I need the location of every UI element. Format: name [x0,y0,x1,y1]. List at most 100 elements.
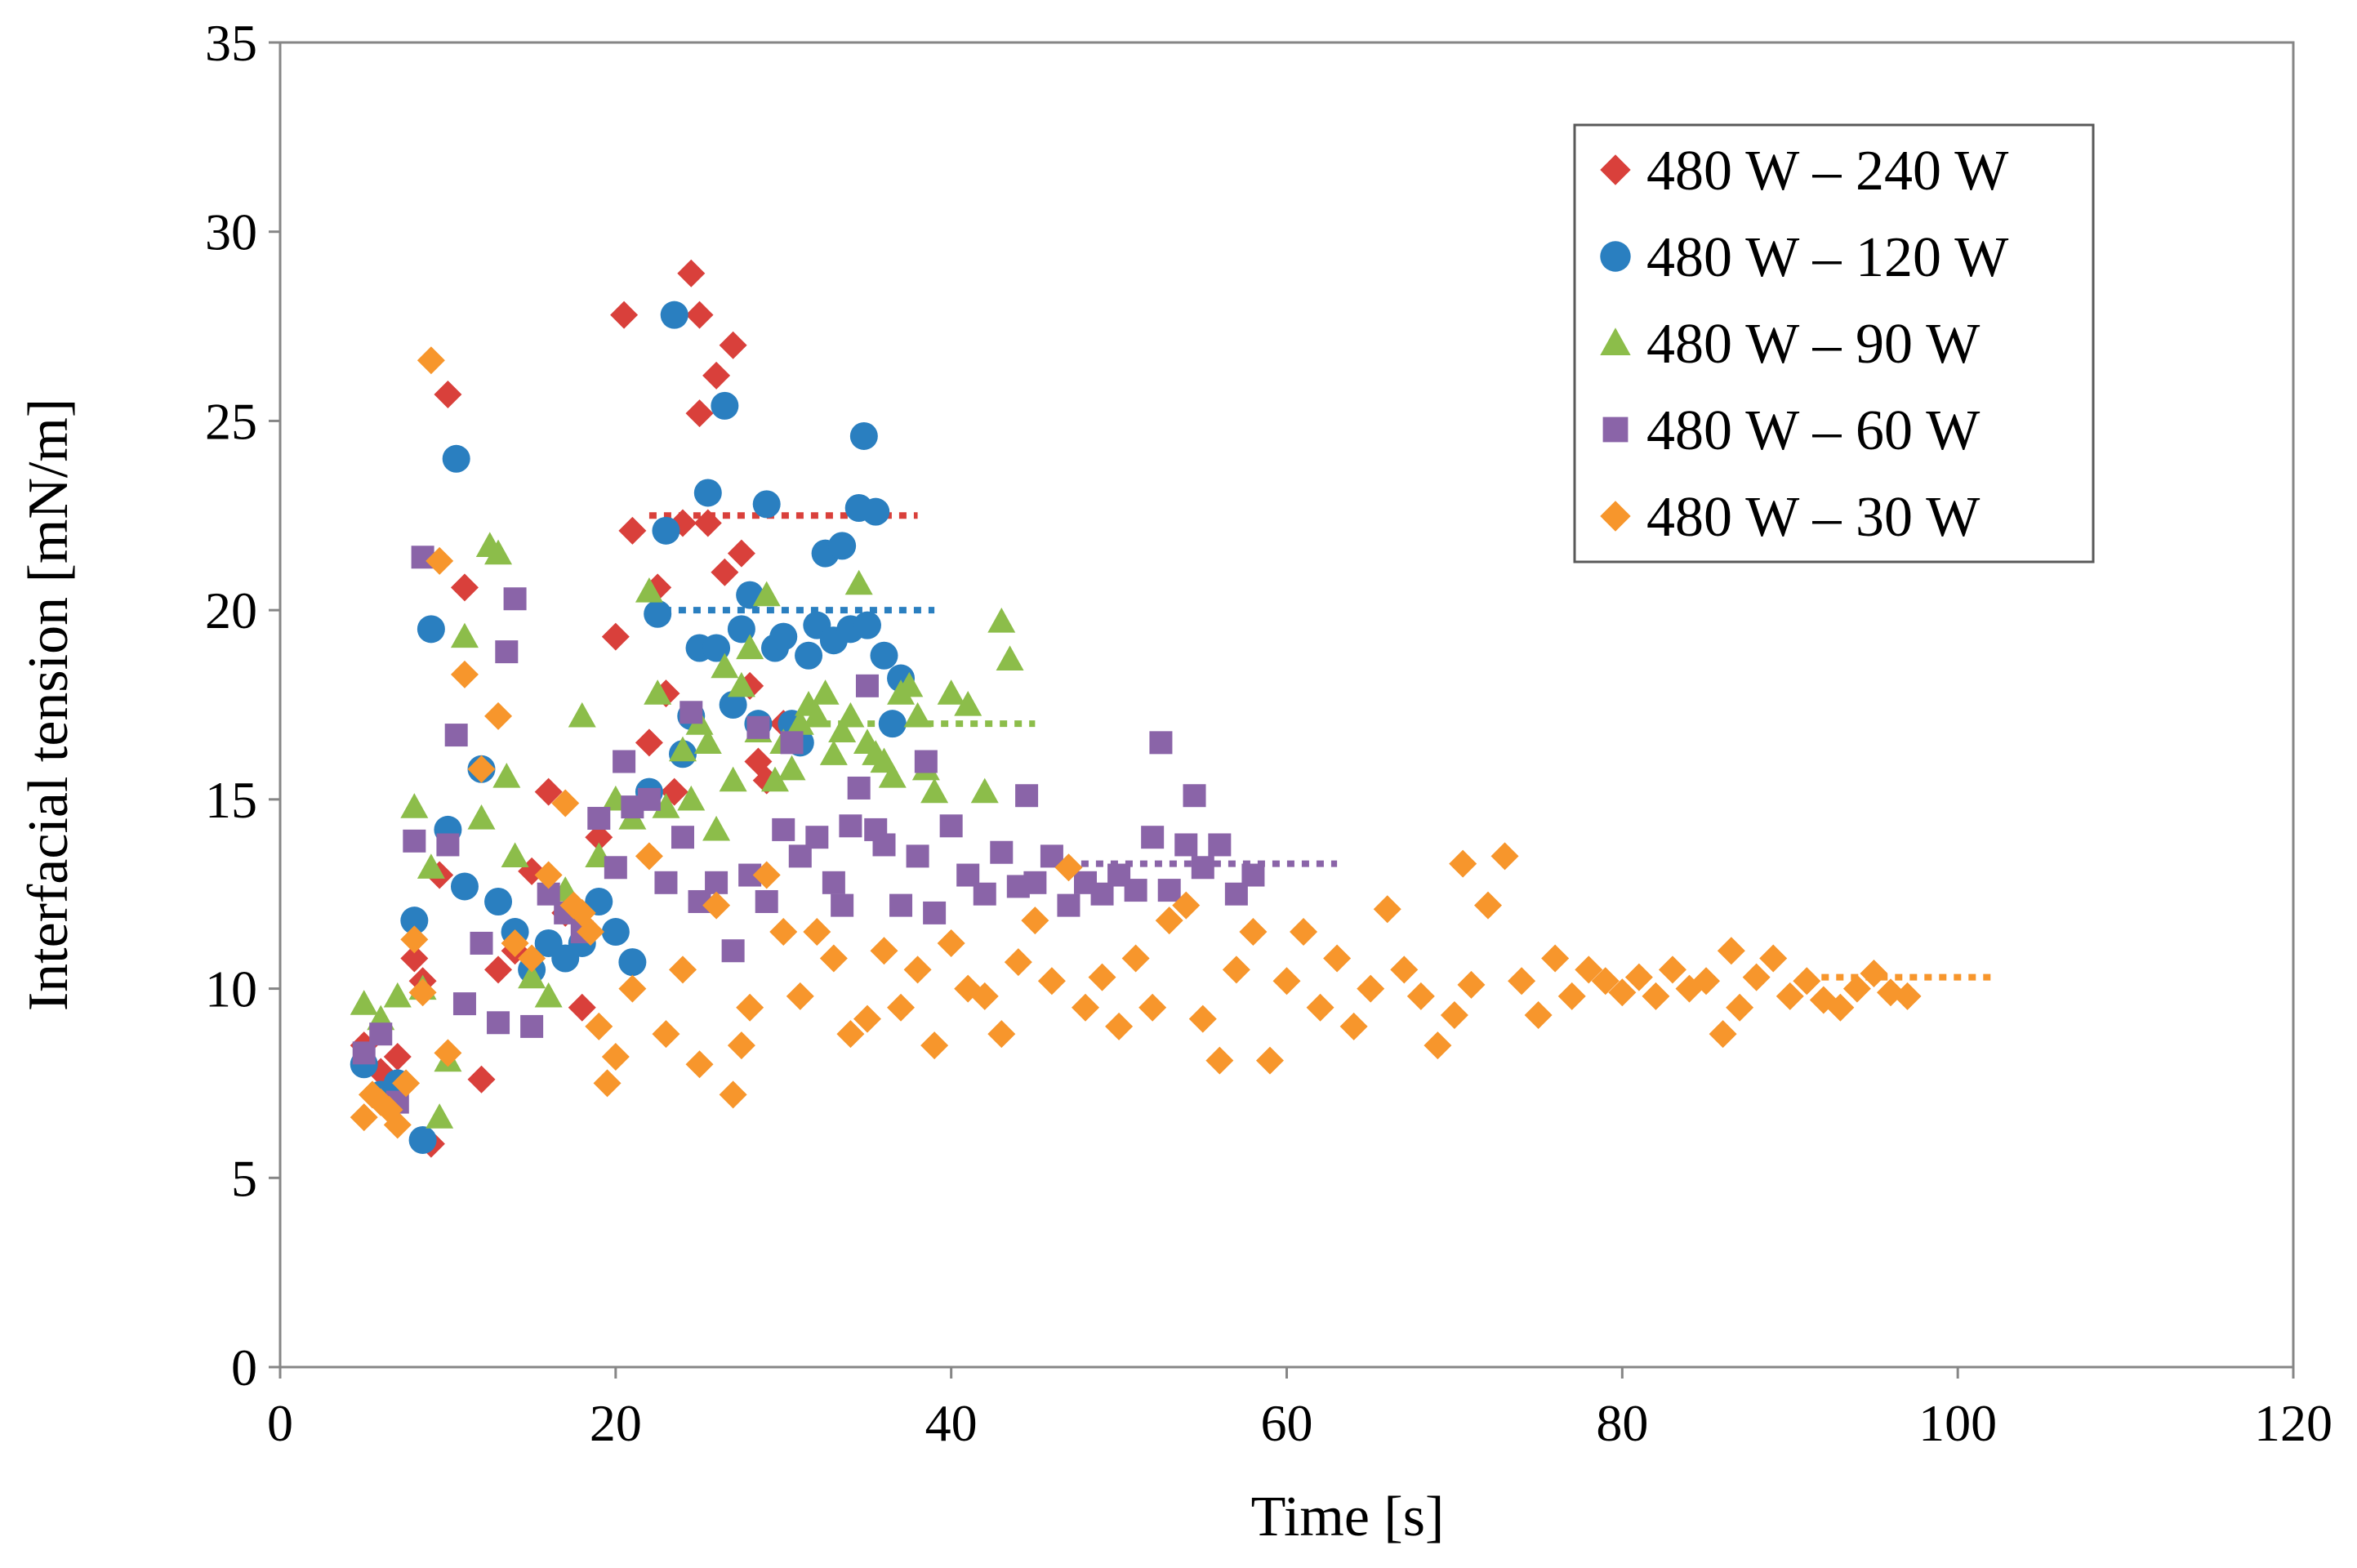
data-point [1842,974,1871,1003]
data-point [711,653,739,679]
data-point [1742,963,1771,991]
data-point [1860,960,1888,988]
data-point [1642,982,1670,1010]
data-point [752,490,781,519]
y-tick-label: 35 [205,14,257,72]
data-point [1323,944,1352,973]
data-point [618,516,647,545]
data-point [887,993,916,1022]
data-point [484,539,513,565]
data-point [677,785,706,811]
data-point [1057,893,1080,917]
data-point [677,259,706,287]
data-point [369,1022,393,1046]
data-point [484,702,513,730]
legend-box [1573,123,2095,564]
data-point [400,944,429,973]
data-point [727,539,755,568]
x-tick-label: 40 [925,1394,978,1452]
data-point [450,872,479,901]
data-point [920,777,949,804]
data-point [534,777,563,806]
data-point [721,939,745,963]
data-point [878,710,907,738]
x-tick-label: 20 [590,1394,642,1452]
data-point [1105,1012,1134,1040]
data-point [400,906,429,935]
data-point [426,1103,454,1129]
y-tick-label: 20 [205,581,257,639]
data-point [601,1042,630,1071]
x-tick-label: 80 [1596,1394,1648,1452]
data-point [660,301,688,329]
data-point [1155,906,1183,935]
data-point [1205,1046,1234,1075]
legend-marker [1600,501,1631,532]
data-point [1339,1012,1368,1040]
data-point [1141,826,1165,849]
data-point [895,671,924,697]
data-point [996,645,1024,670]
data-point [613,750,636,773]
data-point [520,1014,544,1038]
y-tick-label: 5 [231,1149,257,1207]
data-point [1188,1004,1217,1033]
data-point [534,982,563,1008]
data-point [585,1012,613,1040]
data-point [434,380,462,408]
data-point [503,587,527,611]
data-point [501,842,529,867]
data-point [1088,963,1116,991]
data-point [702,815,731,841]
data-point [417,346,445,375]
data-point [1037,967,1066,996]
data-point [819,944,848,973]
data-point [1759,944,1788,973]
data-point [350,1103,378,1132]
data-point [937,679,965,705]
data-point [1591,967,1620,996]
data-point [1692,967,1721,996]
data-point [1290,918,1318,947]
series-4 [352,546,1265,1114]
data-point [903,956,932,984]
data-point [1174,833,1198,857]
data-point [568,702,596,728]
data-point [970,777,999,804]
data-point [870,641,898,670]
data-point [746,715,770,739]
data-point [760,766,789,792]
data-point [836,702,865,728]
data-point [518,944,546,973]
data-point [923,901,947,924]
y-axis-title: Interfacial tension [mN/m] [17,399,80,1011]
data-point [618,974,647,1003]
data-point [1004,948,1032,977]
data-point [1072,993,1099,1022]
data-point [772,817,795,841]
data-point [693,728,722,754]
data-point [903,702,932,728]
data-point [1575,956,1603,984]
data-point [637,787,661,811]
data-point [819,740,848,765]
y-tick-label: 25 [205,392,257,450]
legend-label: 480 W – 120 W [1646,226,2008,289]
data-point [906,844,929,868]
data-point [685,1050,714,1079]
data-point [1138,993,1167,1022]
data-point [727,615,755,644]
data-point [755,889,778,913]
data-point [1149,731,1173,755]
data-point [847,776,871,800]
data-point [702,891,731,920]
data-point [652,1020,680,1049]
data-point [1424,1031,1452,1060]
data-point [1183,784,1206,808]
data-point [878,763,907,788]
data-point [769,918,798,947]
data-point [495,640,519,664]
data-point [1709,1020,1737,1049]
y-axis: 0 5 10 15 20 25 30 35 [205,14,282,1396]
